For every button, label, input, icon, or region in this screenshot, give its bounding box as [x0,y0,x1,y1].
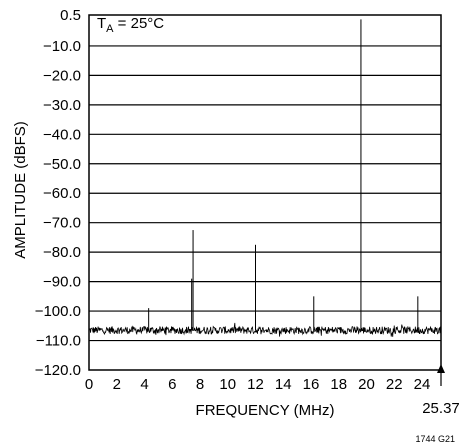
y-tick-label: −30.0 [43,97,81,114]
y-tick-label: −70.0 [43,215,81,232]
x-end-label: 25.37 [422,400,460,417]
x-tick-label: 12 [247,376,264,393]
temperature-annotation: TA = 25°C [97,15,164,35]
y-tick-label: −80.0 [43,244,81,261]
y-tick-label: −60.0 [43,185,81,202]
y-tick-label: −10.0 [43,38,81,55]
x-axis-label: FREQUENCY (MHz) [196,402,335,419]
x-tick-label: 10 [219,376,236,393]
x-tick-label: 2 [113,376,121,393]
figure-code: 1744 G21 [415,434,455,444]
y-tick-label: −50.0 [43,156,81,173]
spectrum-trace [88,19,442,337]
grid-lines [89,45,441,342]
x-tick-label: 0 [85,376,93,393]
y-tick-label: −110.0 [36,333,81,350]
y-tick-label: −120.0 [35,362,81,379]
x-tick-label: 14 [275,376,292,393]
y-tick-label: −20.0 [43,67,81,84]
x-tick-label: 18 [330,376,347,393]
x-tick-label: 8 [196,376,204,393]
x-tick-labels: 0 2 4 6 8 10 12 14 16 18 20 22 24 [85,376,431,393]
x-end-marker [437,364,445,386]
x-tick-label: 6 [168,376,176,393]
x-tick-label: 20 [358,376,375,393]
y-tick-label: −40.0 [43,126,81,143]
y-tick-label: 0.5 [60,7,81,24]
x-tick-label: 24 [414,376,431,393]
y-tick-label: −90.0 [43,274,81,291]
plot-frame [88,14,442,371]
y-axis-label: AMPLITUDE (dBFS) [12,121,29,259]
x-tick-label: 4 [140,376,148,393]
noise-floor-trace [88,322,442,337]
y-tick-label: −100.0 [35,303,81,320]
x-tick-label: 22 [386,376,403,393]
x-tick-label: 16 [303,376,320,393]
y-tick-labels: 0.5 −10.0 −20.0 −30.0 −40.0 −50.0 −60.0 −70.0 −8… [35,7,81,379]
